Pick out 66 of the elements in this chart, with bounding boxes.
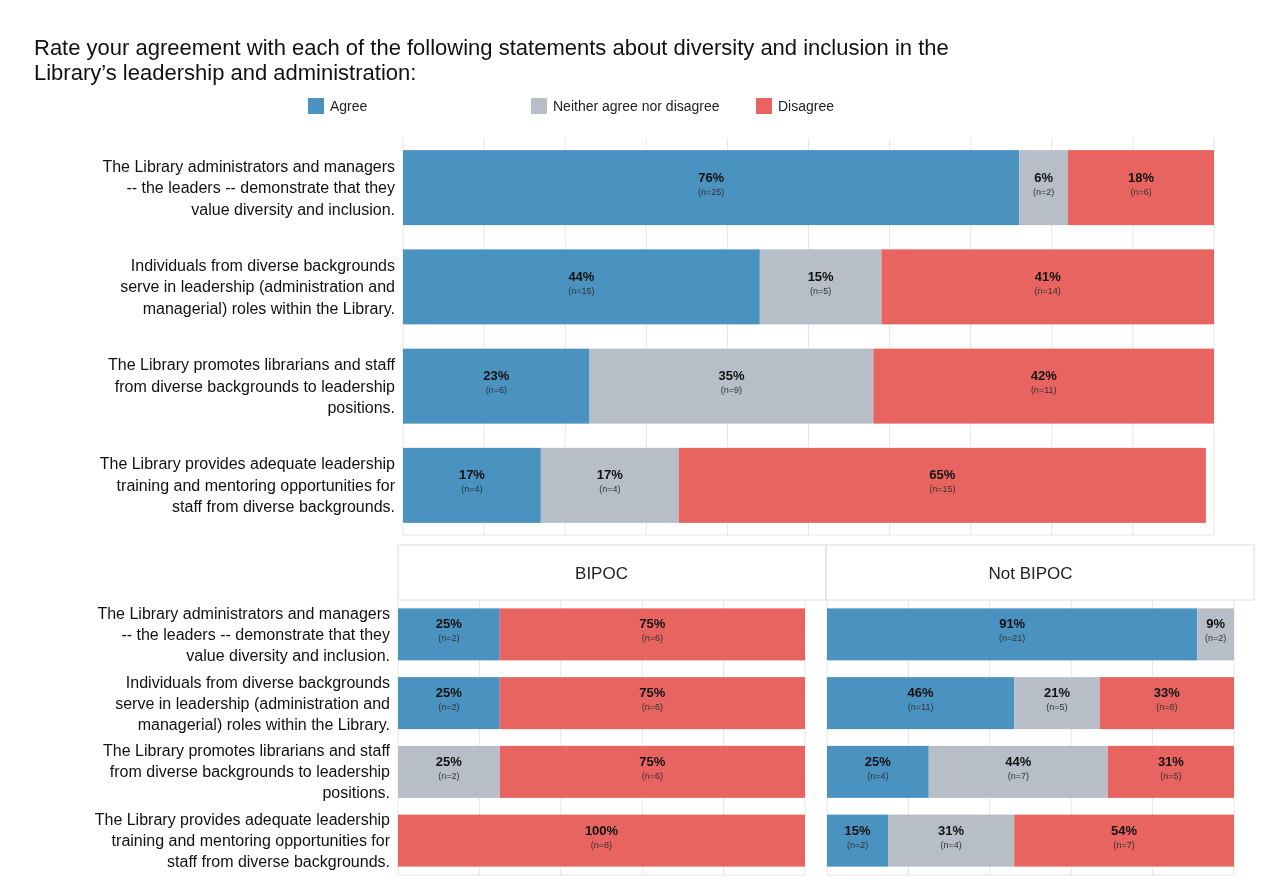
y-tick-label: Individuals from diverse backgrounds serve in leadership (administration and managerial) roles within the Library. <box>120 256 395 317</box>
bar <box>1107 745 1234 798</box>
y-tick-label: The Library promotes librarians and staff from diverse backgrounds to leadership positions. <box>108 356 396 417</box>
data-label: 33% (n=8) <box>1153 685 1181 713</box>
data-label: 23% (n=6) <box>483 368 510 396</box>
data-label: 75% (n=6) <box>639 685 666 713</box>
bar <box>1068 150 1214 226</box>
y-tick-label: The Library provides adequate leadership training and mentoring opportunities for staff from diverse backgrounds. <box>99 455 396 516</box>
bar <box>403 150 1020 226</box>
bar <box>827 814 889 867</box>
data-label: 25% (n=2) <box>435 685 463 713</box>
bar <box>873 348 1214 424</box>
bar <box>881 249 1214 325</box>
y-tick-label: The Library promotes librarians and staff from diverse backgrounds to leadership positions. <box>103 742 391 802</box>
bar <box>1014 814 1234 867</box>
legend-label: Neither agree nor disagree <box>553 98 720 114</box>
bar <box>403 447 541 523</box>
chart-title: BIPOC <box>575 563 628 583</box>
bar <box>888 814 1015 867</box>
data-label: 25% (n=2) <box>435 616 463 644</box>
data-label: 65% (n=15) <box>929 467 956 495</box>
data-label: 75% (n=6) <box>639 753 666 781</box>
legend-label: Disagree <box>778 98 835 114</box>
data-label: 25% (n=2) <box>435 753 463 781</box>
bar <box>928 745 1108 798</box>
data-label: 25% (n=4) <box>864 753 892 781</box>
data-label: 31% (n=5) <box>1157 753 1185 781</box>
bar <box>1019 150 1069 226</box>
data-label: 41% (n=14) <box>1034 268 1062 296</box>
y-tick-label: Individuals from diverse backgrounds serve in leadership (administration and managerial) roles within the Library. <box>115 673 390 733</box>
data-label: 9% (n=2) <box>1205 616 1227 644</box>
data-label: 15% (n=5) <box>807 268 835 296</box>
data-label: 21% (n=5) <box>1043 685 1071 713</box>
chart-title: Rate your agreement with each of the following statements about diversity and inclusion in the Library’s leadership and administration: <box>34 35 949 85</box>
data-label: 15% (n=2) <box>844 822 871 850</box>
y-tick-label: The Library administrators and managers -- the leaders -- demonstrate that they value diversity and inclusion. <box>102 157 395 218</box>
data-label: 44% (n=15) <box>568 268 595 296</box>
data-label: 6% (n=2) <box>1033 169 1055 197</box>
bar <box>678 447 1206 523</box>
data-label: 31% (n=4) <box>938 822 965 850</box>
y-tick-label: The Library administrators and managers -- the leaders -- demonstrate that they value diversity and inclusion. <box>97 604 390 664</box>
data-label: 17% (n=4) <box>458 467 486 495</box>
bar <box>589 348 874 424</box>
bar <box>403 249 760 325</box>
chart-title: Not BIPOC <box>988 563 1073 583</box>
bar <box>1014 677 1100 730</box>
data-label: 75% (n=6) <box>639 616 666 644</box>
bar <box>827 745 929 798</box>
bar <box>540 447 679 523</box>
y-tick-label: The Library provides adequate leadership training and mentoring opportunities for staff from diverse backgrounds. <box>94 811 391 871</box>
data-label: 42% (n=11) <box>1030 368 1058 396</box>
data-label: 91% (n=21) <box>999 616 1026 644</box>
bar <box>827 608 1198 661</box>
bar <box>827 677 1015 730</box>
data-label: 54% (n=7) <box>1111 822 1138 850</box>
data-label: 100% (n=8) <box>584 822 619 850</box>
legend-label: Agree <box>330 98 368 114</box>
bar <box>1099 677 1234 730</box>
data-label: 44% (n=7) <box>1005 753 1032 781</box>
data-label: 17% (n=4) <box>596 467 624 495</box>
data-label: 46% (n=11) <box>907 685 935 713</box>
data-label: 76% (n=25) <box>698 169 725 197</box>
bar <box>759 249 882 325</box>
data-label: 18% (n=6) <box>1127 169 1155 197</box>
data-label: 35% (n=9) <box>718 368 745 396</box>
bar <box>403 348 590 424</box>
